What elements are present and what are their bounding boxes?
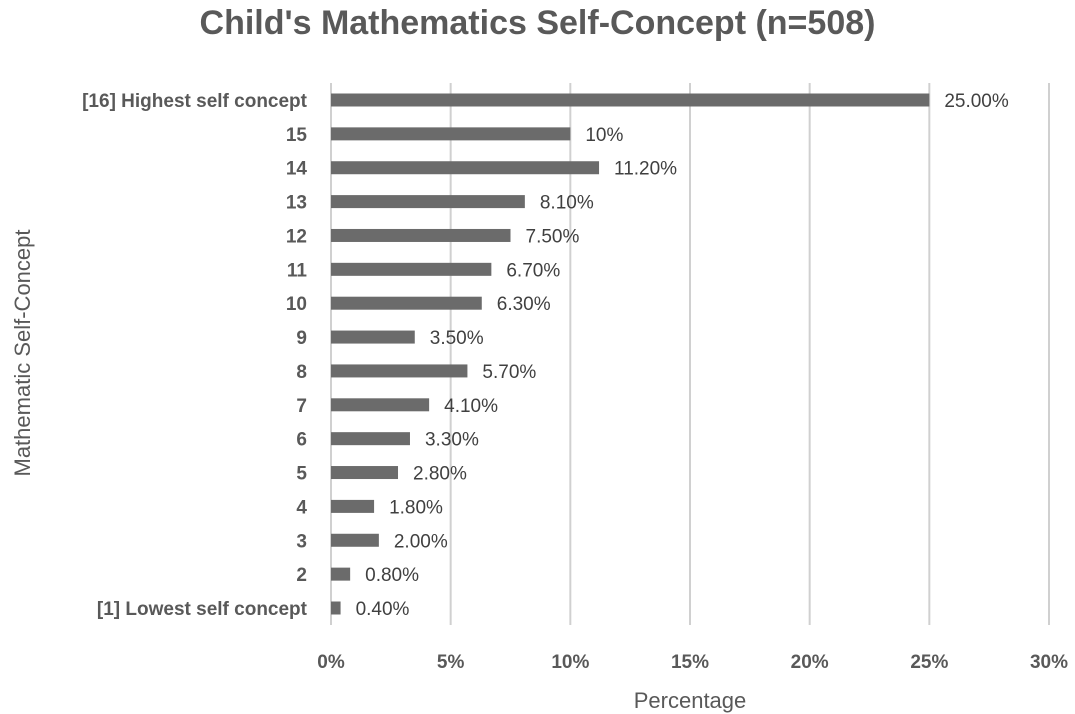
bars bbox=[331, 93, 930, 615]
y-axis-title: Mathematic Self-Concept bbox=[10, 230, 35, 477]
data-label: 5.70% bbox=[482, 362, 536, 383]
bar bbox=[331, 161, 600, 175]
bar bbox=[331, 330, 415, 344]
bar bbox=[331, 499, 375, 513]
bar bbox=[331, 296, 482, 310]
data-label: 6.70% bbox=[506, 260, 560, 281]
chart-title: Child's Mathematics Self-Concept (n=508) bbox=[199, 4, 876, 42]
data-label: 4.10% bbox=[444, 396, 498, 417]
x-axis-title: Percentage bbox=[634, 688, 747, 713]
category-label: 14 bbox=[286, 159, 308, 180]
data-label: 8.10% bbox=[540, 193, 594, 214]
bar bbox=[331, 262, 492, 276]
category-label: 15 bbox=[286, 125, 308, 146]
category-label: 5 bbox=[296, 464, 307, 485]
bar bbox=[331, 567, 351, 581]
x-tick-label: 25% bbox=[910, 652, 948, 673]
data-labels: 25.00% 10% 11.20% 8.10% 7.50% 6.70% 6.30% 3.50%… bbox=[356, 91, 1009, 620]
data-label: 1.80% bbox=[389, 497, 443, 518]
data-label: 10% bbox=[585, 125, 623, 146]
data-label: 11.20% bbox=[614, 159, 677, 180]
category-label: 6 bbox=[296, 430, 307, 451]
x-tick-label: 5% bbox=[437, 652, 465, 673]
bar bbox=[331, 127, 571, 141]
data-label: 2.80% bbox=[413, 464, 467, 485]
category-label: 13 bbox=[286, 193, 307, 214]
category-label: [16] Highest self concept bbox=[82, 91, 308, 112]
category-label: 8 bbox=[296, 362, 307, 383]
data-label: 3.30% bbox=[425, 430, 479, 451]
category-label: 10 bbox=[286, 294, 307, 315]
bar bbox=[331, 398, 430, 412]
category-labels: [16] Highest self concept 15 14 13 12 11 10 9 8 7… bbox=[82, 91, 308, 620]
bar bbox=[331, 195, 525, 209]
category-label: 11 bbox=[287, 260, 308, 281]
bar bbox=[331, 533, 379, 547]
category-label: 3 bbox=[296, 531, 307, 552]
x-tick-labels: 0% 5% 10% 15% 20% 25% 30% bbox=[317, 652, 1068, 673]
category-label: 7 bbox=[296, 396, 307, 417]
x-tick-label: 10% bbox=[551, 652, 589, 673]
x-tick-label: 0% bbox=[317, 652, 345, 673]
category-label: [1] Lowest self concept bbox=[97, 599, 308, 620]
category-label: 2 bbox=[296, 565, 307, 586]
data-label: 3.50% bbox=[430, 328, 484, 349]
x-tick-label: 30% bbox=[1030, 652, 1068, 673]
data-label: 0.40% bbox=[356, 599, 410, 620]
data-label: 0.80% bbox=[365, 565, 419, 586]
data-label: 6.30% bbox=[497, 294, 551, 315]
x-tick-label: 15% bbox=[671, 652, 709, 673]
bar bbox=[331, 228, 511, 242]
data-label: 7.50% bbox=[526, 226, 580, 247]
bar bbox=[331, 364, 468, 378]
category-label: 9 bbox=[296, 328, 307, 349]
data-label: 2.00% bbox=[394, 531, 448, 552]
bar bbox=[331, 432, 410, 446]
x-tick-label: 20% bbox=[791, 652, 829, 673]
bar bbox=[331, 466, 399, 480]
category-label: 12 bbox=[286, 226, 307, 247]
data-label: 25.00% bbox=[944, 91, 1009, 112]
category-label: 4 bbox=[296, 497, 307, 518]
bar bbox=[331, 601, 341, 615]
bar bbox=[331, 93, 930, 107]
